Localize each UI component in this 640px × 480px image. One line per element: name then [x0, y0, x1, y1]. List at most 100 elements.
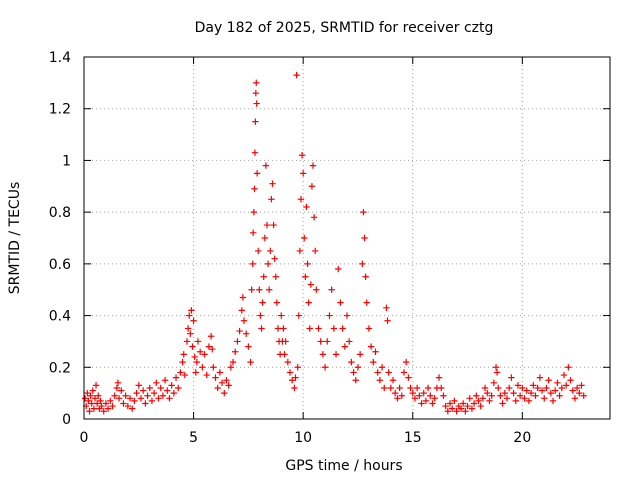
data-point [193, 358, 201, 366]
data-point [374, 369, 381, 376]
data-point [376, 377, 384, 384]
data-point [289, 377, 296, 384]
data-point [284, 358, 292, 366]
data-point [278, 312, 285, 319]
y-tick-label: 0.8 [49, 205, 71, 221]
data-point [264, 260, 272, 268]
data-point [250, 208, 258, 216]
data-point [172, 374, 180, 381]
data-point [305, 299, 312, 306]
data-point [184, 325, 192, 332]
data-point [269, 180, 276, 187]
data-point [272, 273, 279, 280]
data-point [124, 402, 132, 410]
data-point [324, 338, 331, 345]
data-point [370, 358, 377, 366]
data-point [135, 382, 142, 389]
data-point [253, 170, 261, 177]
data-point [554, 379, 561, 386]
data-point [194, 338, 202, 345]
x-tick-label: 0 [80, 430, 89, 446]
data-point [102, 400, 110, 407]
data-point [92, 382, 100, 389]
data-point [98, 402, 105, 410]
data-point [493, 369, 501, 376]
axes: 0 0.2 0.4 0.6 0.8 1 1.2 1.4 0 5 10 15 20 [49, 50, 610, 446]
data-point [304, 260, 311, 268]
data-point [392, 389, 399, 397]
data-point [236, 327, 243, 335]
data-point [242, 330, 250, 337]
data-point [159, 392, 167, 399]
data-point [93, 400, 101, 407]
data-point [153, 379, 160, 386]
data-point [510, 389, 517, 397]
data-point [299, 170, 307, 177]
data-point [87, 392, 94, 399]
data-point [249, 229, 257, 237]
data-point [88, 400, 95, 407]
data-point [175, 384, 182, 392]
data-point [361, 234, 368, 242]
data-point [328, 286, 335, 293]
data-point [186, 312, 193, 319]
chart-title: Day 182 of 2025, SRMTID for receiver czt… [195, 20, 494, 36]
data-point [565, 364, 572, 371]
data-point [164, 387, 171, 394]
data-point [362, 273, 369, 280]
plot-frame [83, 56, 611, 420]
data-point [449, 405, 456, 412]
data-point [317, 338, 324, 345]
data-point [262, 162, 270, 169]
data-point [179, 358, 186, 366]
data-point [256, 286, 263, 293]
data-point [505, 384, 513, 392]
data-point [488, 392, 495, 399]
data-point [298, 152, 306, 159]
data-point [435, 374, 443, 381]
data-point [462, 408, 469, 415]
data-point [263, 221, 271, 229]
data-point [571, 395, 579, 402]
data-point [183, 338, 191, 345]
data-point [308, 183, 316, 190]
y-axis-label: SRMTID / TECUs [7, 182, 23, 295]
data-point [118, 387, 125, 394]
data-point [253, 79, 260, 87]
data-point [109, 402, 116, 410]
data-point [573, 384, 581, 392]
data-point [148, 397, 156, 405]
data-point [477, 402, 484, 410]
y-tick-label: 0.2 [49, 360, 71, 376]
data-point [192, 369, 199, 376]
data-point [238, 307, 245, 314]
y-tick-label: 1.2 [49, 102, 71, 118]
data-point [261, 234, 269, 242]
data-point [122, 392, 129, 399]
data-point [104, 405, 112, 412]
data-point [519, 384, 526, 392]
data-point [248, 286, 255, 293]
data-point [475, 397, 482, 405]
data-point [126, 395, 134, 402]
data-point [207, 333, 215, 340]
data-point [286, 369, 294, 376]
data-point [312, 247, 319, 255]
data-point [252, 118, 259, 125]
data-point [394, 395, 401, 402]
data-point [85, 397, 92, 405]
data-point [372, 348, 379, 355]
data-point [343, 312, 351, 319]
data-point [503, 395, 511, 402]
data-point [86, 408, 93, 415]
y-tick-label: 0.6 [49, 257, 71, 273]
data-point [306, 325, 313, 332]
data-point [310, 214, 318, 221]
data-point [360, 208, 367, 216]
data-point [157, 384, 164, 392]
data-point [497, 392, 504, 399]
data-point [536, 374, 544, 381]
data-point [131, 397, 138, 405]
data-point [538, 387, 546, 394]
data-point [451, 397, 458, 405]
